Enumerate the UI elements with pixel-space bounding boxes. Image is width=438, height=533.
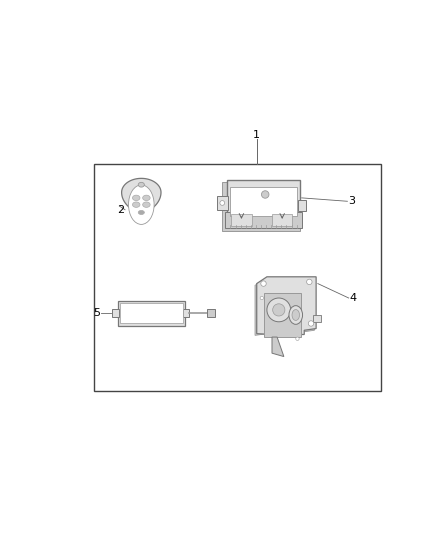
Circle shape — [261, 281, 266, 286]
Ellipse shape — [138, 182, 145, 187]
Circle shape — [261, 191, 269, 198]
Polygon shape — [257, 277, 316, 335]
Bar — [217, 196, 228, 210]
Bar — [118, 301, 184, 326]
Text: 3: 3 — [348, 196, 355, 206]
Bar — [313, 315, 321, 322]
Ellipse shape — [132, 202, 140, 207]
Bar — [207, 309, 215, 317]
Circle shape — [260, 296, 264, 300]
Circle shape — [220, 200, 225, 205]
Text: 4: 4 — [349, 293, 357, 303]
Circle shape — [307, 279, 312, 285]
Polygon shape — [272, 337, 284, 357]
Bar — [183, 309, 189, 317]
Bar — [94, 164, 381, 391]
Bar — [112, 309, 119, 317]
Circle shape — [267, 298, 291, 322]
Circle shape — [308, 321, 314, 326]
Ellipse shape — [128, 185, 154, 224]
Ellipse shape — [289, 305, 303, 324]
Bar — [298, 199, 306, 212]
Ellipse shape — [143, 195, 150, 200]
Text: 1: 1 — [253, 130, 260, 140]
Bar — [264, 293, 301, 337]
Ellipse shape — [292, 310, 300, 320]
Bar — [230, 187, 297, 216]
Ellipse shape — [132, 195, 140, 200]
Bar — [222, 182, 300, 231]
Bar — [120, 303, 183, 324]
Text: 5: 5 — [94, 308, 101, 318]
Bar — [272, 214, 292, 226]
Text: 2: 2 — [117, 205, 124, 215]
Circle shape — [296, 337, 299, 341]
Ellipse shape — [143, 202, 150, 207]
Polygon shape — [255, 279, 314, 335]
Bar — [227, 180, 300, 222]
Polygon shape — [122, 179, 161, 213]
Ellipse shape — [138, 211, 145, 214]
Bar — [225, 212, 302, 228]
Bar — [231, 214, 251, 226]
Circle shape — [273, 304, 285, 316]
